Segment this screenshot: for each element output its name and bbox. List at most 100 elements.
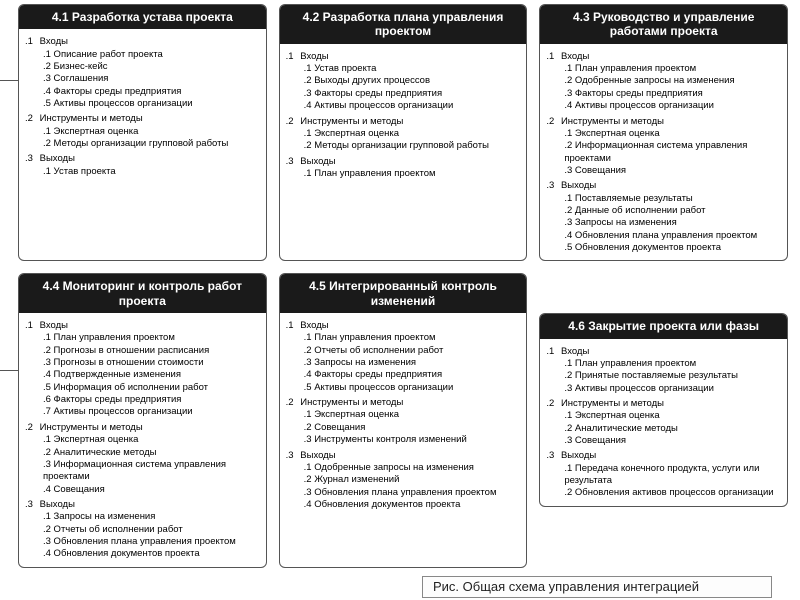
section-item: .5 Активы процессов организации — [286, 382, 521, 394]
process-box-4-4: 4.4 Мониторинг и контроль работ проекта … — [18, 273, 267, 567]
section-item: .2 Прогнозы в отношении расписания — [25, 345, 260, 357]
section-item: .1 Описание работ проекта — [25, 49, 260, 61]
section-item: .4 Факторы среды предприятия — [25, 86, 260, 98]
section-item: .3 Прогнозы в отношении стоимости — [25, 357, 260, 369]
section-item: .1 Устав проекта — [25, 166, 260, 178]
section-item: .2 Отчеты об исполнении работ — [286, 345, 521, 357]
section-title: .3 Выходы — [286, 156, 521, 168]
section-item: .7 Активы процессов организации — [25, 406, 260, 418]
section-item: .1 Экспертная оценка — [286, 409, 521, 421]
section-item: .1 Экспертная оценка — [25, 126, 260, 138]
box-body: .1 Входы .1 План управления проектом .2 … — [280, 313, 527, 517]
section-title: .2 Инструменты и методы — [546, 116, 781, 128]
section-item: .2 Бизнес-кейс — [25, 61, 260, 73]
process-box-4-6: 4.6 Закрытие проекта или фазы .1 Входы .… — [539, 313, 788, 507]
section-item: .1 Экспертная оценка — [546, 128, 781, 140]
section-title: .1 Входы — [25, 320, 260, 332]
box-body: .1 Входы .1 План управления проектом .2 … — [540, 339, 787, 506]
box-body: .1 Входы .1 Устав проекта .2 Выходы друг… — [280, 44, 527, 186]
section-item: .3 Обновления плана управления проектом — [25, 536, 260, 548]
section-item: .1 План управления проектом — [25, 332, 260, 344]
section-item: .3 Обновления плана управления проектом — [286, 487, 521, 499]
section-item: .1 Экспертная оценка — [546, 410, 781, 422]
section-title: .2 Инструменты и методы — [286, 116, 521, 128]
figure-caption: Рис. Общая схема управления интеграцией — [422, 576, 772, 598]
section-item: .5 Активы процессов организации — [25, 98, 260, 110]
box-header: 4.4 Мониторинг и контроль работ проекта — [19, 274, 266, 313]
box-header: 4.3 Руководство и управление работами пр… — [540, 5, 787, 44]
section-item: .3 Запросы на изменения — [286, 357, 521, 369]
box-body: .1 Входы .1 План управления проектом .2 … — [19, 313, 266, 567]
section-item: .3 Соглашения — [25, 73, 260, 85]
section-item: .5 Обновления документов проекта — [546, 242, 781, 254]
connector-line — [0, 370, 18, 371]
process-box-4-5: 4.5 Интегрированный контроль изменений .… — [279, 273, 528, 567]
connector-line — [0, 80, 18, 81]
section-item: .3 Инструменты контроля изменений — [286, 434, 521, 446]
section-item: .5 Информация об исполнении работ — [25, 382, 260, 394]
process-box-4-2: 4.2 Разработка плана управления проектом… — [279, 4, 528, 261]
section-item: .1 План управления проектом — [286, 332, 521, 344]
section-item: .1 План управления проектом — [286, 168, 521, 180]
section-title: .2 Инструменты и методы — [25, 113, 260, 125]
section-item: .4 Подтвержденные изменения — [25, 369, 260, 381]
section-item: .2 Обновления активов процессов организа… — [546, 487, 781, 499]
section-title: .1 Входы — [286, 320, 521, 332]
section-item: .1 Одобренные запросы на изменения — [286, 462, 521, 474]
process-box-4-1: 4.1 Разработка устава проекта .1 Входы .… — [18, 4, 267, 261]
section-item: .4 Совещания — [25, 484, 260, 496]
box-body: .1 Входы .1 Описание работ проекта .2 Би… — [19, 29, 266, 184]
section-item: .2 Одобренные запросы на изменения — [546, 75, 781, 87]
section-item: .2 Аналитические методы — [25, 447, 260, 459]
section-title: .2 Инструменты и методы — [546, 398, 781, 410]
section-item: .4 Обновления документов проекта — [286, 499, 521, 511]
section-title: .1 Входы — [546, 346, 781, 358]
section-item: .6 Факторы среды предприятия — [25, 394, 260, 406]
process-grid: 4.1 Разработка устава проекта .1 Входы .… — [0, 0, 800, 572]
section-title: .1 Входы — [286, 51, 521, 63]
section-item: .1 Экспертная оценка — [286, 128, 521, 140]
section-item: .1 Запросы на изменения — [25, 511, 260, 523]
section-title: .3 Выходы — [286, 450, 521, 462]
section-item: .1 Устав проекта — [286, 63, 521, 75]
section-item: .2 Принятые поставляемые результаты — [546, 370, 781, 382]
section-item: .2 Методы организации групповой работы — [286, 140, 521, 152]
section-item: .3 Факторы среды предприятия — [286, 88, 521, 100]
section-item: .1 Поставляемые результаты — [546, 193, 781, 205]
section-item: .2 Совещания — [286, 422, 521, 434]
section-item: .4 Обновления плана управления проектом — [546, 230, 781, 242]
section-item: .3 Информационная система управления про… — [25, 459, 260, 484]
box-header: 4.5 Интегрированный контроль изменений — [280, 274, 527, 313]
section-title: .3 Выходы — [546, 450, 781, 462]
section-title: .3 Выходы — [25, 153, 260, 165]
section-title: .1 Входы — [25, 36, 260, 48]
box-header: 4.2 Разработка плана управления проектом — [280, 5, 527, 44]
section-item: .3 Факторы среды предприятия — [546, 88, 781, 100]
section-item: .2 Информационная система управления про… — [546, 140, 781, 165]
section-item: .2 Отчеты об исполнении работ — [25, 524, 260, 536]
section-item: .2 Выходы других процессов — [286, 75, 521, 87]
section-item: .2 Данные об исполнении работ — [546, 205, 781, 217]
box-header: 4.1 Разработка устава проекта — [19, 5, 266, 29]
box-header: 4.6 Закрытие проекта или фазы — [540, 314, 787, 338]
section-title: .3 Выходы — [546, 180, 781, 192]
section-title: .2 Инструменты и методы — [25, 422, 260, 434]
section-item: .3 Совещания — [546, 165, 781, 177]
box-body: .1 Входы .1 План управления проектом .2 … — [540, 44, 787, 261]
section-item: .1 Экспертная оценка — [25, 434, 260, 446]
section-item: .1 План управления проектом — [546, 63, 781, 75]
section-item: .2 Аналитические методы — [546, 423, 781, 435]
section-item: .3 Совещания — [546, 435, 781, 447]
section-item: .3 Запросы на изменения — [546, 217, 781, 229]
section-title: .2 Инструменты и методы — [286, 397, 521, 409]
section-item: .3 Активы процессов организации — [546, 383, 781, 395]
process-box-4-3: 4.3 Руководство и управление работами пр… — [539, 4, 788, 261]
section-title: .3 Выходы — [25, 499, 260, 511]
section-title: .1 Входы — [546, 51, 781, 63]
section-item: .1 План управления проектом — [546, 358, 781, 370]
section-item: .4 Обновления документов проекта — [25, 548, 260, 560]
section-item: .4 Факторы среды предприятия — [286, 369, 521, 381]
section-item: .4 Активы процессов организации — [286, 100, 521, 112]
section-item: .1 Передача конечного продукта, услуги и… — [546, 463, 781, 488]
section-item: .4 Активы процессов организации — [546, 100, 781, 112]
